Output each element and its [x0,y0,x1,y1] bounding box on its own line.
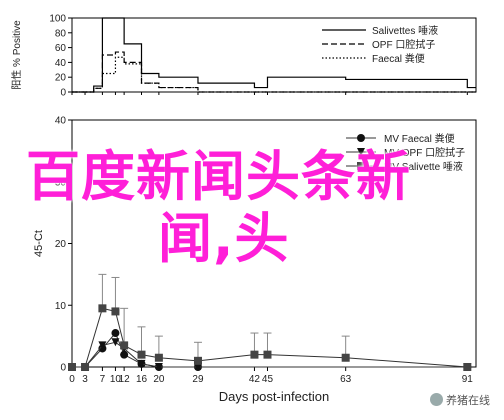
wechat-icon [430,393,443,406]
bottom-legend-marker-3 [357,162,365,170]
data-point-series-3 [120,341,129,350]
bottom-x-tick-label: 0 [69,374,75,385]
data-point-series-2 [193,363,202,371]
data-point-series-1 [120,350,129,359]
bottom-x-tick-label: 10 [110,374,122,385]
bottom-y-tick-label: 30 [55,177,67,188]
top-y-tick-label: 40 [55,58,67,69]
bottom-x-tick-label: 20 [153,374,165,385]
data-point-series-3 [98,304,107,313]
data-point-series-2 [111,338,120,347]
watermark-text: 养猪在线 [446,394,490,407]
bottom-legend-label-2: MV OPF 口腔拭子 [384,146,465,159]
data-point-series-3 [341,353,350,362]
bottom-x-tick-label: 42 [249,374,261,385]
data-point-series-3 [263,350,272,359]
bottom-x-tick-label: 7 [100,374,106,385]
top-y-tick-label: 100 [49,14,66,25]
top-series-line-3 [72,56,476,93]
bottom-x-tick-label: 16 [136,374,148,385]
top-series-line-1 [72,17,476,93]
bottom-y-tick-label: 40 [55,116,67,127]
data-point-series-3 [463,363,472,371]
overlay-line-2: 闻,头 [158,207,290,270]
top-y-tick-label: 20 [55,73,67,84]
bottom-x-tick-label: 12 [119,374,131,385]
top-y-tick-label: 80 [55,28,67,39]
data-point-series-3 [68,363,76,371]
bottom-y-tick-label: 0 [60,363,66,374]
bottom-legend-marker-2 [357,148,365,156]
bottom-x-tick-label: 63 [340,374,352,385]
bottom-legend-marker-1 [357,134,365,142]
data-point-series-3 [137,350,146,359]
overlay-line-1: 百度新闻头条新 [26,145,411,208]
top-chart: 0 20 40 60 80 100 阳性 % Positive Salivettes 唾液OP… [10,14,477,99]
bottom-series-line-3 [72,307,468,368]
watermark: 养猪在线 [430,392,490,408]
top-y-tick-label: 60 [55,43,67,54]
overlay-headline: 百度新闻头条新 闻,头 [26,146,496,270]
data-point-series-2 [154,363,163,371]
top-legend-label-1: Salivettes 唾液 [372,24,438,37]
data-point-series-3 [250,350,259,359]
bottom-legend-label-3: MV Salivette 唾液 [384,160,463,173]
data-point-series-2 [137,359,146,368]
bottom-x-tick-label: 91 [462,374,474,385]
bottom-y-axis-label: 45-Ct [33,230,45,257]
data-point-series-3 [81,363,90,371]
data-point-series-3 [193,356,202,365]
bottom-legend-label-1: MV Faecal 粪便 [384,132,455,145]
top-legend-label-2: OPF 口腔拭子 [372,38,435,51]
bottom-y-tick-label: 10 [55,301,67,312]
data-point-series-1 [111,329,120,338]
bottom-x-tick-label: 45 [262,374,274,385]
data-point-series-2 [98,341,107,350]
bottom-y-tick-label: 20 [55,239,67,250]
bottom-x-tick-label: 3 [82,374,88,385]
bottom-x-axis-label: Days post-infection [219,389,330,404]
data-point-series-3 [111,307,120,316]
top-y-axis-label: 阳性 % Positive [10,20,23,90]
top-y-tick-label: 0 [60,88,66,99]
bottom-x-tick-label: 29 [192,374,204,385]
data-point-series-3 [154,353,163,362]
top-legend-label-3: Faecal 粪便 [372,52,425,65]
